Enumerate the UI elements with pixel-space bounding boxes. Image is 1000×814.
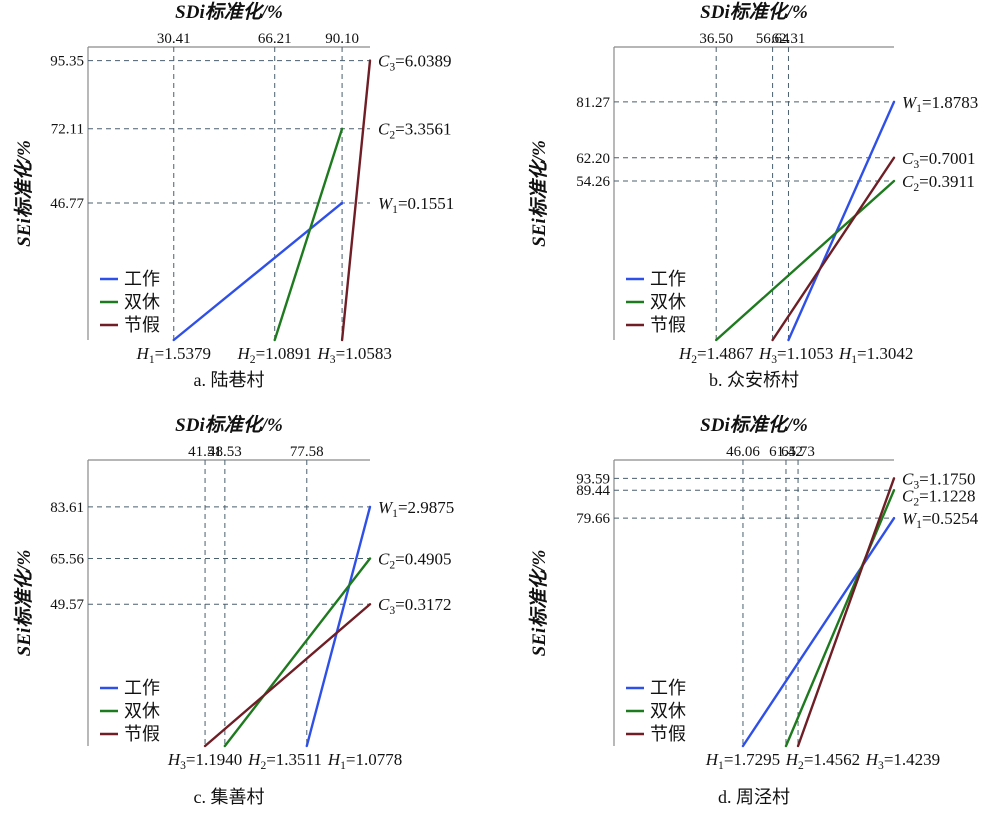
x-tick-label: 30.41 [157, 31, 191, 47]
y-axis-title: SEi标准化/% [528, 550, 550, 657]
end-value-label: W1=0.1551 [378, 194, 454, 216]
x-tick-label: 36.50 [699, 31, 733, 47]
y-tick-label: 72.11 [51, 122, 84, 138]
x-tick-label: 61.42 [769, 444, 803, 460]
series-line-holiday [203, 603, 372, 748]
y-tick-label: 62.20 [576, 151, 610, 167]
x-tick-label: 62.31 [772, 31, 806, 47]
start-value-label: H1=1.5379 [136, 344, 211, 366]
series-line-weekend [223, 557, 372, 748]
series-line-work [787, 100, 896, 342]
y-tick-label: 46.77 [50, 196, 84, 212]
chart-panel-1: SDi标准化/% SEi标准化/% a. 陆巷村 30.41 66.21 90.10 95.… [13, 1, 454, 390]
x-axis-title: SDi标准化/% [175, 414, 283, 436]
legend-label-work: 工作 [650, 678, 686, 698]
end-value-label: C3=6.0389 [378, 52, 451, 74]
series-line-work [305, 505, 372, 748]
panel-caption: b. 众安桥村 [709, 370, 799, 390]
series-line-holiday [771, 156, 896, 342]
end-value-label: W1=2.9875 [378, 498, 454, 520]
legend-label-holiday: 节假 [124, 315, 160, 335]
panel-caption: c. 集善村 [194, 787, 265, 807]
series-line-holiday [796, 477, 896, 748]
y-tick-label: 89.44 [576, 483, 610, 499]
x-tick-label: 77.58 [290, 444, 324, 460]
legend-label-work: 工作 [650, 269, 686, 289]
panel-caption: d. 周泾村 [718, 787, 790, 807]
start-value-label: H1=1.0778 [327, 750, 402, 772]
legend-label-weekend: 双休 [124, 701, 160, 721]
start-value-label: H3=1.1940 [167, 750, 242, 772]
start-value-label: H2=1.0891 [237, 344, 312, 366]
x-tick-label: 66.21 [258, 31, 292, 47]
x-axis-title: SDi标准化/% [700, 414, 808, 436]
end-value-label: C2=1.1228 [902, 486, 975, 508]
panel-caption: a. 陆巷村 [194, 370, 265, 390]
end-value-label: W1=0.5254 [902, 509, 979, 531]
y-tick-label: 49.57 [50, 597, 84, 613]
x-tick-label: 56.64 [756, 31, 790, 47]
legend-label-work: 工作 [124, 678, 160, 698]
start-value-label: H3=1.0583 [317, 344, 392, 366]
start-value-label: H1=1.7295 [705, 750, 780, 772]
end-value-label: C3=0.3172 [378, 595, 451, 617]
x-tick-label: 46.06 [726, 444, 760, 460]
x-tick-label: 41.51 [188, 444, 222, 460]
end-value-label: C3=1.1750 [902, 469, 975, 491]
series-line-holiday [340, 59, 372, 342]
y-tick-label: 54.26 [576, 174, 610, 190]
series-line-weekend [784, 489, 896, 748]
x-axis-title: SDi标准化/% [175, 1, 283, 23]
y-tick-label: 79.66 [576, 511, 610, 527]
legend-label-work: 工作 [124, 269, 160, 289]
x-tick-label: 48.53 [208, 444, 242, 460]
y-axis-title: SEi标准化/% [13, 550, 35, 657]
end-value-label: W1=1.8783 [902, 93, 978, 115]
start-value-label: H1=1.3042 [838, 344, 913, 366]
legend-label-holiday: 节假 [650, 315, 686, 335]
y-tick-label: 93.59 [576, 471, 610, 487]
legend-label-holiday: 节假 [124, 724, 160, 744]
x-axis-title: SDi标准化/% [700, 1, 808, 23]
end-value-label: C2=0.4905 [378, 549, 451, 571]
y-tick-label: 65.56 [50, 551, 84, 567]
start-value-label: H2=1.4562 [785, 750, 860, 772]
start-value-label: H3=1.1053 [758, 344, 833, 366]
y-tick-label: 81.27 [576, 95, 610, 111]
legend-label-weekend: 双休 [650, 292, 686, 312]
series-line-weekend [273, 127, 344, 342]
series-line-work [741, 516, 896, 748]
y-tick-label: 95.35 [50, 54, 84, 70]
end-value-label: C2=3.3561 [378, 120, 451, 142]
start-value-label: H2=1.3511 [247, 750, 322, 772]
x-tick-label: 90.10 [325, 31, 359, 47]
series-line-weekend [715, 179, 896, 342]
start-value-label: H3=1.4239 [865, 750, 940, 772]
y-tick-label: 83.61 [50, 500, 84, 516]
legend-label-weekend: 双休 [650, 701, 686, 721]
legend-label-holiday: 节假 [650, 724, 686, 744]
legend-label-weekend: 双休 [124, 292, 160, 312]
x-tick-label: 65.73 [781, 444, 815, 460]
series-line-work [172, 201, 344, 342]
end-value-label: C2=0.3911 [902, 172, 975, 194]
y-axis-title: SEi标准化/% [528, 140, 550, 247]
start-value-label: H2=1.4867 [678, 344, 754, 366]
y-axis-title: SEi标准化/% [13, 140, 35, 247]
end-value-label: C3=0.7001 [902, 149, 975, 171]
